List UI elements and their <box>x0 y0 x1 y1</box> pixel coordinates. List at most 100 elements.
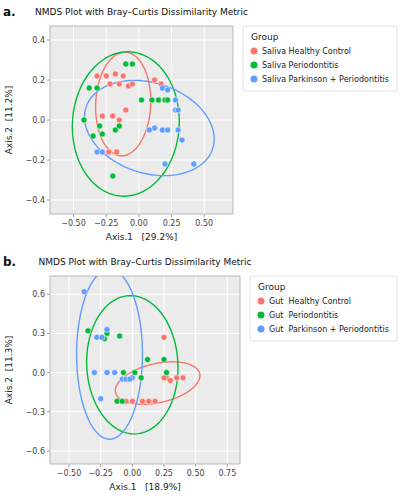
data-point <box>161 357 167 363</box>
data-point <box>164 370 170 376</box>
x-tick <box>73 214 74 217</box>
data-point <box>146 398 152 404</box>
data-point <box>116 123 122 129</box>
legend-title: Group <box>258 282 286 292</box>
data-point <box>174 375 180 381</box>
y-tick <box>47 450 50 451</box>
data-point <box>103 73 109 79</box>
grid-line <box>50 294 240 295</box>
y-tick <box>47 80 50 81</box>
legend-marker <box>251 76 258 83</box>
data-point <box>110 173 116 179</box>
data-point <box>152 398 158 404</box>
data-point <box>90 133 96 139</box>
panel: GroupSaliva Healthy ControlSaliva Period… <box>3 5 397 242</box>
legend: GroupSaliva Healthy ControlSaliva Period… <box>243 26 397 91</box>
grid-line <box>195 276 196 464</box>
x-tick-label: −0.25 <box>88 469 113 478</box>
y-tick-label: −0.3 <box>26 408 45 417</box>
x-tick <box>171 214 172 217</box>
data-point <box>116 117 122 123</box>
data-point <box>106 149 112 155</box>
panel-label: a. <box>3 5 16 19</box>
x-tick-label: 0.50 <box>195 219 213 228</box>
chart-title: NMDS Plot with Bray–Curtis Dissimilarity… <box>39 257 252 267</box>
legend-frame <box>243 26 397 91</box>
legend-marker <box>258 312 265 319</box>
x-tick-label: 0.25 <box>155 469 173 478</box>
grid-line <box>50 450 240 451</box>
x-tick <box>164 464 165 467</box>
data-point <box>114 149 120 155</box>
data-point <box>129 61 135 67</box>
chart-title: NMDS Plot with Bray–Curtis Dissimilarity… <box>35 7 248 17</box>
grid-line <box>50 40 233 41</box>
data-point <box>104 327 110 333</box>
legend-frame <box>250 276 397 341</box>
x-axis-label: Axis.1 [18.9%] <box>109 482 180 492</box>
group-ellipse <box>77 276 143 439</box>
data-point <box>91 370 97 376</box>
plot-background <box>50 276 240 464</box>
data-point <box>155 97 161 103</box>
data-point <box>119 398 125 404</box>
legend-marker <box>258 298 265 305</box>
legend-label: Saliva Parkinson + Periodontitis <box>262 75 389 84</box>
grid-line <box>132 276 133 464</box>
panel-label: b. <box>3 255 16 269</box>
y-tick <box>47 411 50 412</box>
x-tick <box>195 464 196 467</box>
group-ellipse <box>72 52 179 196</box>
legend-label: Gut Parkinson + Periodontitis <box>269 325 389 334</box>
legend: GroupGut Healthy ControlGut Periodontiti… <box>250 276 397 341</box>
x-tick <box>227 464 228 467</box>
data-point <box>138 375 144 381</box>
data-point <box>123 61 129 67</box>
grid <box>50 26 233 214</box>
legend-title: Group <box>251 32 279 42</box>
data-point <box>99 131 105 137</box>
grid-line <box>50 333 240 334</box>
data-point <box>110 113 116 119</box>
y-tick-label: 0.4 <box>32 36 45 45</box>
grid-line <box>227 276 228 464</box>
y-tick-label: −0.2 <box>26 156 45 165</box>
data-point <box>120 370 126 376</box>
data-point <box>165 97 171 103</box>
plot-background <box>50 26 233 214</box>
x-axis-label: Axis.1 [29.2%] <box>106 232 177 242</box>
data-point <box>86 85 92 91</box>
x-tick-label: 0.00 <box>123 469 141 478</box>
plot-frame <box>50 276 240 464</box>
group-ellipse <box>84 80 214 175</box>
data-point <box>149 97 155 103</box>
data-point <box>146 127 152 133</box>
data-point <box>161 334 167 340</box>
grid-line <box>50 411 240 412</box>
data-point <box>117 333 123 339</box>
data-point <box>99 334 105 340</box>
y-tick-label: −0.6 <box>26 447 45 456</box>
x-tick <box>106 214 107 217</box>
data-point <box>112 71 118 77</box>
data-point <box>94 73 100 79</box>
x-tick-label: −0.50 <box>57 469 82 478</box>
data-point <box>139 97 145 103</box>
data-point <box>81 289 87 295</box>
y-tick-label: −0.4 <box>26 196 45 205</box>
y-tick <box>47 40 50 41</box>
legend-label: Saliva Healthy Control <box>262 47 351 56</box>
data-point <box>180 375 186 381</box>
data-point <box>167 377 173 383</box>
data-point <box>98 396 104 402</box>
x-tick <box>132 464 133 467</box>
data-point <box>129 398 135 404</box>
x-tick <box>204 214 205 217</box>
legend-marker <box>251 62 258 69</box>
data-point <box>175 107 181 113</box>
legend-label: Gut Healthy Control <box>269 297 351 306</box>
data-point <box>123 107 129 113</box>
data-point <box>81 117 87 123</box>
grid-line <box>50 200 233 201</box>
data-point <box>99 113 105 119</box>
